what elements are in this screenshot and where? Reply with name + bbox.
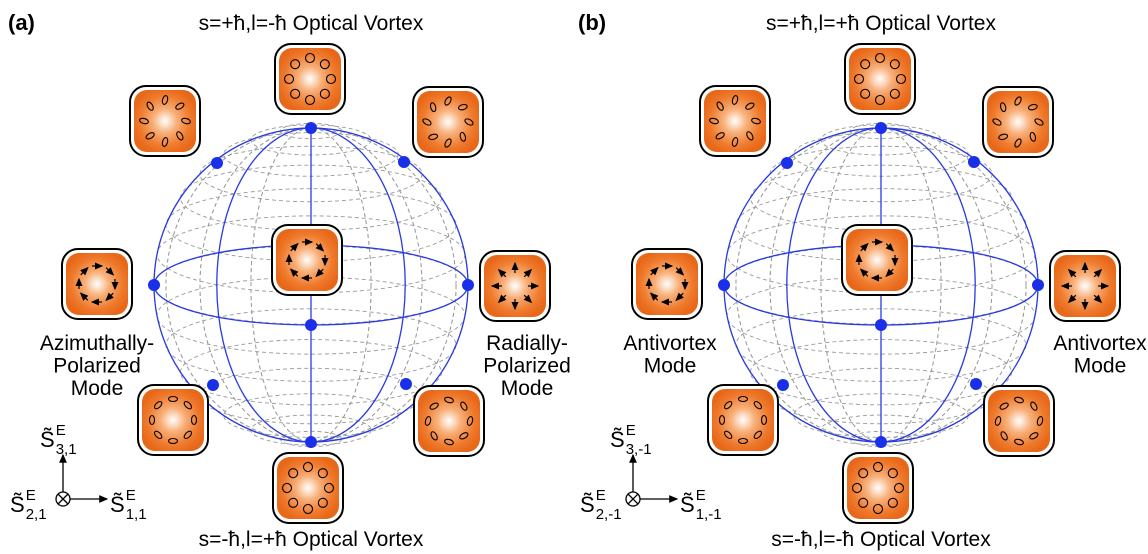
mode-beam [636,253,698,315]
mode-box [632,249,702,319]
axis-sub: 1,-1 [696,506,722,523]
pole-dot [875,436,887,448]
mode-box [138,385,208,455]
figure: (a) s=+ħ,l=-ħ Optical Vortex s=-ħ,l=+ħ Opt… [0,0,1148,554]
axis-label: S̃E 3,1 [40,422,77,458]
mode-beam [846,229,908,291]
mode-beam [418,390,480,452]
top-caption: s=+ħ,l=-ħ Optical Vortex [199,12,424,35]
mode-beam [276,229,338,291]
axis-label: S̃E 2,-1 [580,487,622,523]
mode-box [275,44,345,114]
mode-box [62,249,132,319]
axis-symbol: S̃ [110,492,125,517]
axis-sub: 2,1 [26,506,47,523]
axis-sub: 3,1 [56,441,77,458]
pole-dot [875,319,887,331]
pole-dot [777,379,789,391]
mode-beam [279,48,341,110]
axis-sup: E [696,487,706,504]
side-label: Antivortex [623,332,717,355]
mode-beam [847,457,909,519]
pole-dot [305,319,317,331]
mode-beam [66,253,128,315]
side-label: Azimuthally- [40,332,154,355]
pole-dot [148,279,160,291]
mode-beam [987,91,1049,153]
axis-symbol: S̃ [580,492,595,517]
side-label: Antivortex [1053,332,1147,355]
panel-label: (a) [8,10,35,35]
panel-label: (b) [578,10,606,35]
mode-beam [142,389,204,451]
panel: (b) s=+ħ,l=+ħ Optical Vortex s=-ħ,l=-ħ Opt… [578,10,1147,551]
panel: (a) s=+ħ,l=-ħ Optical Vortex s=-ħ,l=+ħ Opt… [8,10,571,551]
axis-label: S̃E 3,-1 [610,422,652,458]
axis-symbol: S̃ [40,427,55,452]
axis-label: S̃E 1,-1 [680,487,722,523]
axis-sub: 2,-1 [596,506,622,523]
mode-beam [704,90,766,152]
side-label: Polarized [483,355,571,378]
axis-symbol: S̃ [10,492,25,517]
axis-label: S̃E 1,1 [110,487,147,523]
side-label: Mode [644,355,697,378]
bottom-caption: s=-ħ,l=-ħ Optical Vortex [771,528,991,551]
pole-dot [462,279,474,291]
pole-dot [305,122,317,134]
mode-box [708,385,778,455]
mode-box [845,44,915,114]
axis-sup: E [26,487,36,504]
mode-box [272,225,342,295]
axis-label: S̃E 2,1 [10,487,47,523]
pole-dot [718,279,730,291]
mode-beam [417,91,479,153]
mode-box [843,453,913,523]
pole-dot [211,157,223,169]
axis-sup: E [56,422,66,439]
bottom-caption: s=-ħ,l=+ħ Optical Vortex [199,528,424,551]
pole-dot [1032,279,1044,291]
pole-dot [968,156,980,168]
mode-box [983,87,1053,157]
axis-sub: 3,-1 [626,441,652,458]
mode-beam [988,390,1050,452]
mode-beam [277,457,339,519]
mode-box [1050,251,1120,321]
mode-beam [849,48,911,110]
pole-dot [207,379,219,391]
pole-dot [400,378,412,390]
pole-dot [781,157,793,169]
mode-box [413,87,483,157]
mode-box [700,86,770,156]
mode-box [984,386,1054,456]
axis-sup: E [126,487,136,504]
side-label: Mode [501,377,554,400]
pole-dot [875,122,887,134]
mode-box [130,86,200,156]
axis-symbol: S̃ [610,427,625,452]
pole-dot [305,436,317,448]
mode-beam [134,90,196,152]
pole-dot [970,378,982,390]
mode-beam [712,389,774,451]
mode-box [273,453,343,523]
mode-box [842,225,912,295]
mode-box [480,251,550,321]
pole-dot [398,156,410,168]
top-caption: s=+ħ,l=+ħ Optical Vortex [766,12,996,35]
side-label: Mode [71,377,124,400]
side-label: Polarized [53,355,141,378]
side-label: Mode [1074,355,1127,378]
axis-symbol: S̃ [680,492,695,517]
axis-sub: 1,1 [126,506,147,523]
mode-box [414,386,484,456]
axis-sup: E [596,487,606,504]
side-label: Radially- [486,332,568,355]
axis-sup: E [626,422,636,439]
